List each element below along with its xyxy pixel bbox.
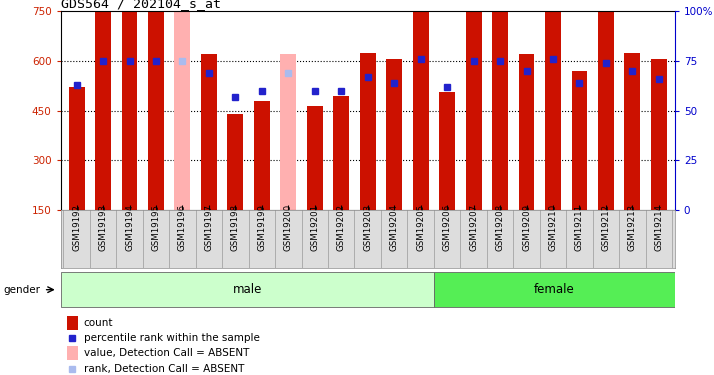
Bar (281, 54, 296, 210)
Bar (545, 0, 561, 210)
Bar (95, 11, 111, 210)
Bar (66, 346, 78, 360)
Bar (333, 96, 349, 210)
Bar (518, 54, 535, 210)
Bar (386, 59, 402, 210)
Bar (307, 106, 323, 210)
Bar (651, 59, 667, 210)
Bar (413, 0, 428, 210)
Bar (625, 53, 640, 210)
Bar (174, 8, 191, 210)
Bar (61, 272, 434, 308)
Bar (466, 11, 481, 210)
Bar (201, 54, 217, 210)
Bar (492, 11, 508, 210)
Bar (69, 87, 84, 210)
Bar (439, 92, 455, 210)
Bar (121, 11, 137, 210)
Text: percentile rank within the sample: percentile rank within the sample (84, 333, 259, 343)
Bar (254, 101, 270, 210)
Bar (598, 4, 614, 210)
Text: male: male (233, 283, 262, 296)
Bar (434, 272, 675, 308)
Bar (148, 4, 164, 210)
Bar (571, 71, 588, 210)
Text: gender: gender (3, 285, 40, 295)
Text: count: count (84, 318, 113, 328)
Bar (228, 114, 243, 210)
Text: rank, Detection Call = ABSENT: rank, Detection Call = ABSENT (84, 364, 244, 374)
Bar (360, 53, 376, 210)
Text: GDS564 / 202104_s_at: GDS564 / 202104_s_at (61, 0, 221, 10)
Text: value, Detection Call = ABSENT: value, Detection Call = ABSENT (84, 348, 249, 358)
Bar (66, 316, 78, 330)
Text: female: female (534, 283, 575, 296)
